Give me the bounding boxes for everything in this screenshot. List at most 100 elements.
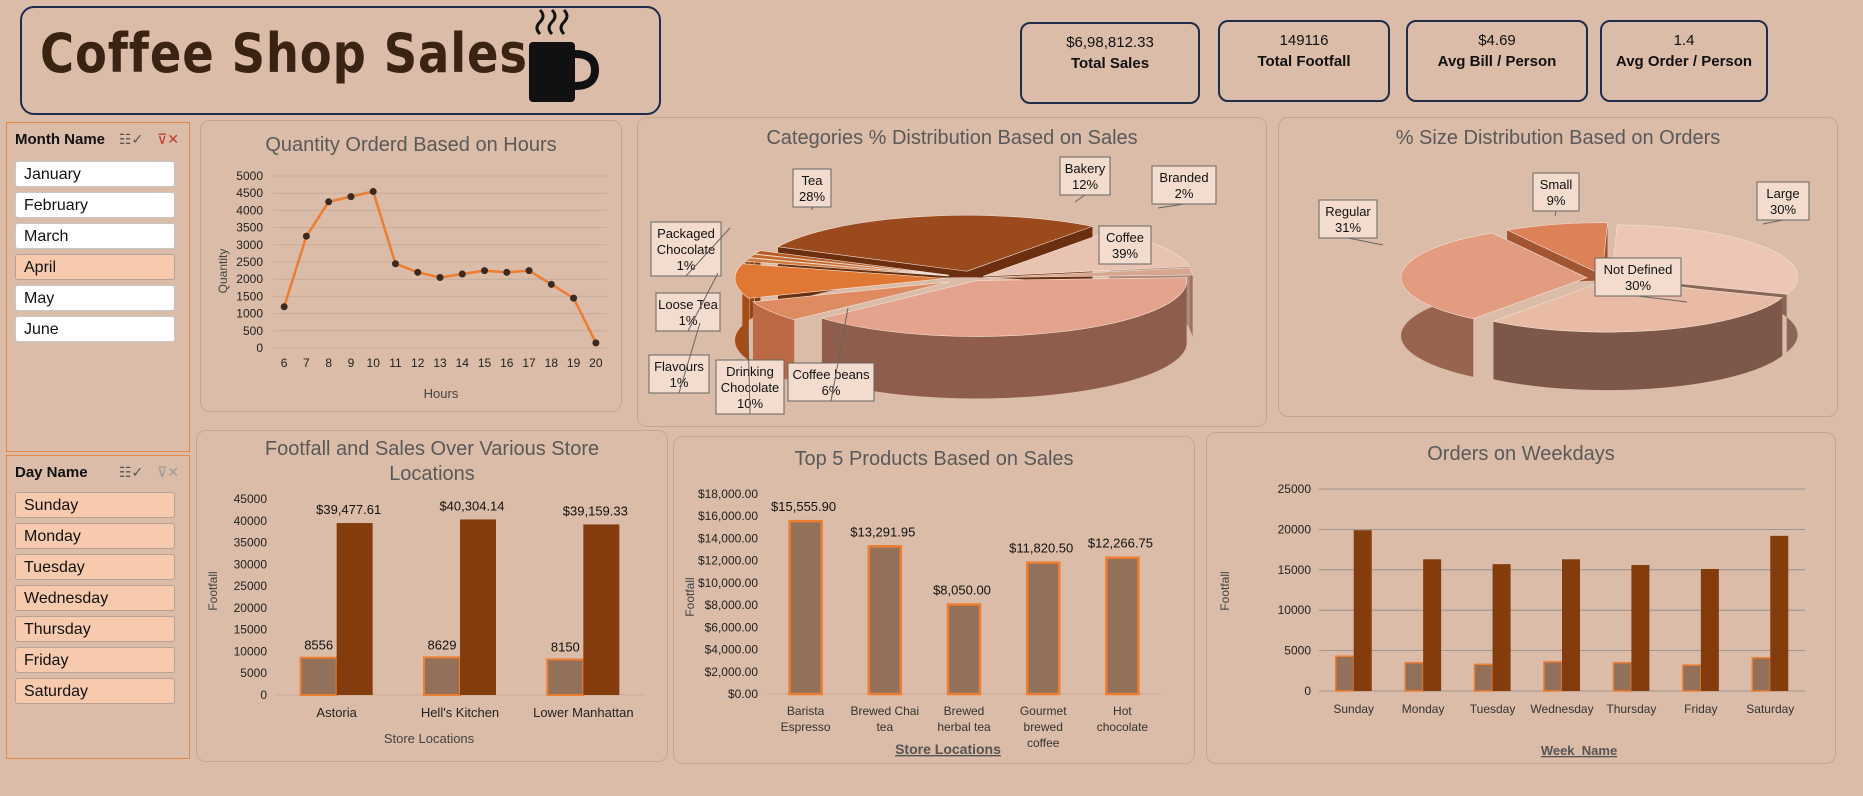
x-tick-label: Tuesday (1470, 702, 1516, 716)
y-tick-label: $2,000.00 (705, 665, 759, 679)
stores-chart-panel: Footfall and Sales Over Various Store Lo… (196, 430, 668, 762)
slicer-item-january[interactable]: January (15, 161, 175, 187)
slicer-item-thursday[interactable]: Thursday (15, 616, 175, 642)
y-tick-label: 40000 (234, 514, 268, 528)
data-label: Packaged (657, 226, 715, 241)
y-tick-label: 5000 (1284, 644, 1311, 658)
data-label: 8629 (428, 637, 457, 652)
bar-footfall (423, 656, 461, 696)
leader-line (685, 227, 731, 277)
slicer-item-sunday[interactable]: Sunday (15, 492, 175, 518)
y-tick-label: 15000 (1278, 563, 1312, 577)
y-tick-label: $18,000.00 (698, 487, 758, 501)
pie-slice-side (821, 277, 1187, 399)
x-tick-label: brewed (1024, 720, 1063, 734)
bar-series-2 (1423, 559, 1442, 691)
leader-line (678, 322, 701, 394)
day-slicer: Day Name ☷✓ ⊽✕ Sunday Monday Tuesday Wednes… (6, 455, 190, 759)
data-point (436, 273, 444, 281)
x-tick-label: Brewed (944, 704, 985, 718)
bar-sales (336, 523, 373, 695)
multi-select-icon[interactable]: ☷✓ (119, 464, 144, 480)
y-tick-label: 500 (243, 324, 263, 338)
kpi-value: $4.69 (1478, 32, 1516, 49)
multi-select-icon[interactable]: ☷✓ (119, 131, 144, 147)
bar-series-2 (1492, 564, 1511, 691)
slicer-title: Day Name (15, 464, 88, 481)
slicer-item-june[interactable]: June (15, 316, 175, 342)
pie-slice (748, 253, 949, 276)
callout-box (1059, 156, 1111, 196)
x-tick-label: Gourmet (1020, 704, 1067, 718)
bar-product (788, 519, 823, 696)
leader-line (1762, 219, 1784, 225)
x-tick-label: Saturday (1746, 702, 1794, 716)
kpi-label: Total Sales (1070, 55, 1150, 72)
slicer-item-march[interactable]: March (15, 223, 175, 249)
x-tick-label: 16 (500, 356, 514, 370)
pie-slice-side (1189, 267, 1193, 337)
categories-chart-panel: Categories % Distribution Based on Sales… (637, 117, 1267, 427)
slicer-item-monday[interactable]: Monday (15, 523, 175, 549)
pie-slice (754, 250, 950, 276)
clear-filter-icon[interactable]: ⊽✕ (157, 464, 179, 480)
y-tick-label: 1000 (236, 307, 263, 321)
x-tick-label: Hell's Kitchen (421, 705, 499, 720)
slicer-item-tuesday[interactable]: Tuesday (15, 554, 175, 580)
data-label: Chocolate (721, 380, 780, 395)
x-tick-label: 10 (367, 356, 381, 370)
x-tick-label: Monday (1402, 702, 1445, 716)
clear-filter-icon[interactable]: ⊽✕ (157, 131, 179, 147)
kpi-label: Total Footfall (1257, 53, 1351, 70)
y-tick-label: 10000 (1278, 603, 1312, 617)
hours-chart-panel: Quantity Orderd Based on Hours 0 500 1000 1… (200, 120, 622, 412)
data-label: Bakery (1065, 161, 1106, 176)
slicer-item-february[interactable]: February (15, 192, 175, 218)
page-title: Coffee Shop Sales (40, 22, 528, 85)
bar-series-2 (1631, 564, 1650, 691)
data-point (503, 268, 511, 276)
sizes-chart-panel: % Size Distribution Based on Orders Regu… (1278, 117, 1838, 417)
y-tick-label: $0.00 (728, 687, 758, 701)
data-point (302, 232, 310, 240)
data-point (481, 267, 489, 275)
bar-product (946, 603, 982, 696)
data-label: 31% (1335, 220, 1361, 235)
slicer-item-saturday[interactable]: Saturday (15, 678, 175, 704)
x-tick-label: 14 (456, 356, 470, 370)
leader-line (1347, 237, 1384, 246)
slicer-item-friday[interactable]: Friday (15, 647, 175, 673)
bar-product (867, 545, 903, 696)
data-label: $40,304.14 (439, 498, 504, 513)
data-label: Coffee beans (792, 367, 870, 382)
y-tick-label: $6,000.00 (705, 620, 759, 634)
y-tick-label: 25000 (234, 579, 268, 593)
x-tick-label: Espresso (781, 720, 831, 734)
weekdays-bar-chart: 0 5000 10000 15000 20000 25000 Sunday Monday Tue… (1218, 482, 1805, 758)
data-label: 1% (670, 375, 689, 390)
y-tick-label: 3000 (236, 238, 263, 252)
data-label: 1% (677, 258, 696, 273)
bar-product (1025, 561, 1061, 696)
data-label: Not Defined (1604, 262, 1673, 277)
data-point (458, 270, 466, 278)
y-tick-label: 35000 (234, 536, 268, 550)
data-label: Chocolate (657, 242, 716, 257)
x-axis-label: Store Locations (895, 741, 1001, 757)
bar-series-1 (1612, 661, 1633, 692)
x-tick-label: Sunday (1333, 702, 1374, 716)
callout-box (1151, 165, 1217, 205)
data-label: $11,820.50 (1009, 541, 1073, 556)
x-tick-label: Barista (787, 704, 825, 718)
kpi-value: $6,98,812.33 (1066, 34, 1154, 51)
data-label: 30% (1770, 202, 1796, 217)
data-label: 9% (1547, 193, 1566, 208)
slicer-item-may[interactable]: May (15, 285, 175, 311)
x-tick-label: 7 (303, 356, 310, 370)
slicer-item-wednesday[interactable]: Wednesday (15, 585, 175, 611)
data-label: $15,555.90 (771, 499, 836, 514)
slicer-item-april[interactable]: April (15, 254, 175, 280)
x-tick-label: 6 (281, 356, 288, 370)
kpi-avg-bill: $4.69 Avg Bill / Person (1406, 20, 1588, 102)
leader-line (830, 307, 849, 402)
